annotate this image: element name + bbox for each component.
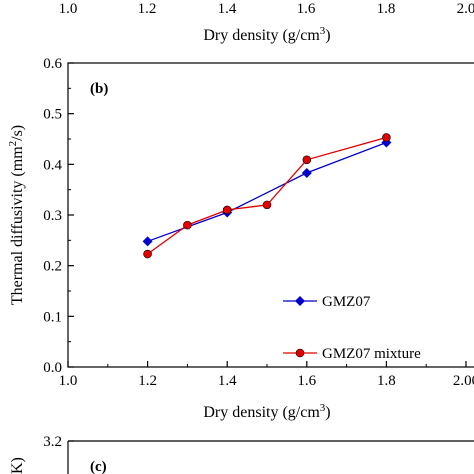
x-tick-label: 1.0 bbox=[59, 373, 78, 389]
plot-frame bbox=[67, 62, 474, 368]
y-tick-label: 0.2 bbox=[43, 259, 62, 275]
panel-a-x-tick-label: 1.0 bbox=[59, 1, 78, 17]
data-point-circle bbox=[382, 133, 391, 142]
x-axis-label: Dry density (g/cm3) bbox=[203, 402, 330, 421]
y-tick-label: 0.3 bbox=[43, 208, 62, 224]
y-tick-label: 0.5 bbox=[43, 107, 62, 123]
data-point-circle bbox=[183, 220, 192, 230]
x-tick-label: 1.8 bbox=[377, 373, 396, 389]
data-point-diamond bbox=[301, 167, 312, 178]
panel-a-fragment: 1.0 1.2 1.4 1.6 1.8 2.0 Dry density (g/c… bbox=[59, 1, 474, 44]
panel-a-x-axis-label: Dry density (g/cm3) bbox=[203, 25, 330, 44]
legend-diamond-marker bbox=[295, 296, 305, 306]
series-layer bbox=[142, 133, 392, 259]
panel-a-x-tick-label: 2.0 bbox=[457, 1, 474, 17]
x-tick-label: 1.4 bbox=[218, 373, 237, 389]
legend-entry-gmz07-mixture: GMZ07 mixture bbox=[283, 346, 421, 362]
legend-circle-marker bbox=[295, 348, 305, 358]
data-point-circle bbox=[143, 249, 152, 259]
panel-label: (b) bbox=[90, 81, 108, 97]
panel-a-x-tick-label: 1.4 bbox=[218, 1, 237, 17]
legend-entry-gmz07: GMZ07 bbox=[283, 294, 371, 310]
panel-c-fragment: 3.2 (c) K) bbox=[9, 434, 474, 474]
x-tick-label: 1.6 bbox=[297, 373, 316, 389]
panel-a-x-tick-label: 1.8 bbox=[377, 1, 396, 17]
y-axis: 0.0 0.1 0.2 0.3 0.4 0.5 0.6 bbox=[43, 56, 74, 376]
y-tick-label: 0.4 bbox=[43, 157, 62, 173]
legend-label: GMZ07 mixture bbox=[322, 346, 421, 362]
data-point-diamond bbox=[142, 236, 153, 247]
panel-c-y-axis-label-fragment: K) bbox=[9, 457, 26, 474]
legend: GMZ07 GMZ07 mixture bbox=[283, 294, 421, 362]
y-axis-label: Thermal diffusivity (mm2/s) bbox=[7, 125, 26, 305]
x-tick-label: 1.2 bbox=[138, 373, 157, 389]
y-tick-label: 0.6 bbox=[43, 56, 62, 72]
series-line bbox=[147, 136, 387, 255]
y-tick-label: 0.1 bbox=[43, 309, 62, 325]
panel-c-label: (c) bbox=[90, 459, 107, 474]
panel-b: 1.01.21.41.61.82.00 0.00.10.20.30.40.50.… bbox=[7, 56, 474, 421]
data-point-circle bbox=[302, 155, 312, 165]
panel-a-x-tick-label: 1.6 bbox=[297, 1, 316, 17]
panel-a-x-tick-label: 1.2 bbox=[138, 1, 157, 17]
data-point-circle bbox=[222, 205, 232, 215]
legend-label: GMZ07 bbox=[322, 294, 371, 310]
x-axis: 1.0 1.2 1.4 1.6 1.8 2.00 bbox=[59, 361, 474, 389]
data-point-circle bbox=[262, 200, 272, 210]
x-tick-label: 2.00 bbox=[453, 373, 474, 389]
y-tick-label: 0.0 bbox=[43, 360, 62, 376]
panel-c-y-tick-label: 3.2 bbox=[43, 434, 62, 450]
